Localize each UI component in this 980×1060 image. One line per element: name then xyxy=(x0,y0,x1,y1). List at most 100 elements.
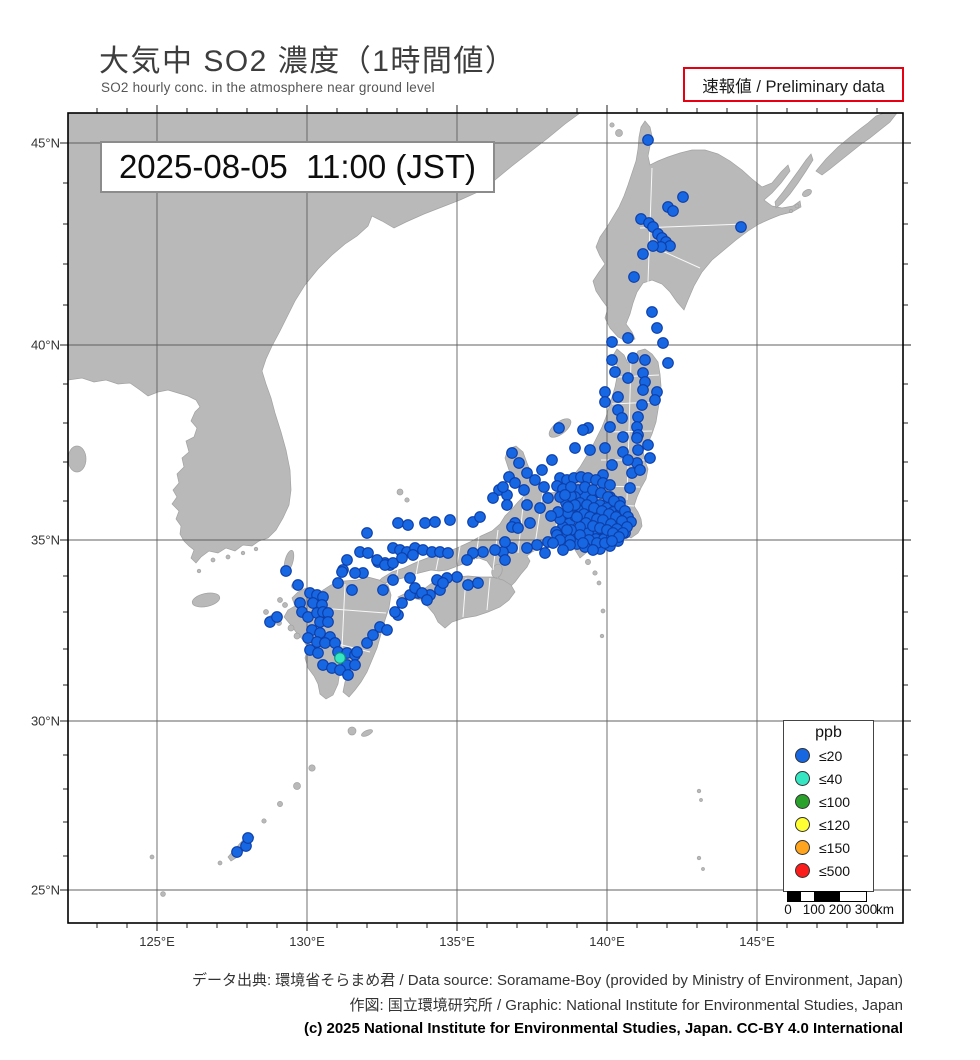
scale-bar: 0 100 200 300 km xyxy=(780,889,912,923)
station-dot xyxy=(419,517,431,529)
station-dot xyxy=(612,391,624,403)
timestamp-box: 2025-08-05 11:00 (JST) xyxy=(100,141,495,193)
station-dot xyxy=(497,481,509,493)
scale-bar-tick-label: 100 xyxy=(802,902,826,917)
island xyxy=(287,624,295,632)
station-dot xyxy=(342,669,354,681)
station-dot xyxy=(402,519,414,531)
timestamp-label: 2025-08-05 11:00 (JST) xyxy=(118,148,477,185)
tick-layer xyxy=(60,105,911,931)
station-dot xyxy=(561,524,573,536)
station-dot xyxy=(649,394,661,406)
station-dot xyxy=(634,464,646,476)
station-dot xyxy=(637,248,649,260)
station-dot xyxy=(349,567,361,579)
station-dots-layer xyxy=(231,134,747,858)
station-dot xyxy=(381,624,393,636)
station-dot xyxy=(536,464,548,476)
station-dot xyxy=(657,337,669,349)
station-dot xyxy=(387,574,399,586)
station-dot xyxy=(319,637,331,649)
station-dot xyxy=(442,547,454,559)
island xyxy=(609,122,615,128)
station-dot xyxy=(362,547,374,559)
island xyxy=(592,570,598,576)
station-dot xyxy=(487,492,499,504)
legend-row: ≤120 xyxy=(784,813,873,836)
station-dot xyxy=(451,571,463,583)
legend: ppb ≤20 ≤40 ≤100 ≤120 ≤150 ≤500 xyxy=(783,720,874,892)
prefecture-border xyxy=(486,577,491,611)
station-dot xyxy=(735,221,747,233)
station-dot xyxy=(604,479,616,491)
station-dot xyxy=(322,616,334,628)
island xyxy=(699,798,703,802)
lat-label: 40°N xyxy=(31,338,60,353)
station-dot xyxy=(557,544,569,556)
station-dot xyxy=(622,372,634,384)
station-dot xyxy=(534,502,546,514)
lat-label: 35°N xyxy=(31,533,60,548)
station-dot xyxy=(332,577,344,589)
landmass xyxy=(592,120,802,343)
island xyxy=(261,818,267,824)
page-title: 大気中 SO2 濃度（1時間値） xyxy=(99,45,517,78)
station-dot xyxy=(367,629,379,641)
station-dot xyxy=(474,511,486,523)
station-dot xyxy=(639,354,651,366)
island xyxy=(253,546,259,552)
lon-label: 140°E xyxy=(589,934,625,949)
legend-color-dot xyxy=(795,771,810,786)
station-dot xyxy=(569,442,581,454)
legend-row: ≤100 xyxy=(784,790,873,813)
island xyxy=(277,801,283,807)
legend-label: ≤500 xyxy=(819,862,851,879)
landmass xyxy=(774,153,814,209)
island xyxy=(404,497,410,503)
legend-label: ≤150 xyxy=(819,839,851,856)
station-dot xyxy=(351,646,363,658)
island xyxy=(596,580,602,586)
island xyxy=(615,129,623,137)
island xyxy=(347,726,357,736)
station-dot xyxy=(622,332,634,344)
prefecture-border xyxy=(341,583,346,649)
footer-credit-line-3: (c) 2025 National Institute for Environm… xyxy=(303,1020,903,1037)
station-dot xyxy=(387,557,399,569)
station-dot xyxy=(396,552,408,564)
page-subtitle: SO2 hourly conc. in the atmosphere near … xyxy=(101,80,435,95)
station-dot xyxy=(361,527,373,539)
lon-label: 125°E xyxy=(139,934,175,949)
station-dot xyxy=(546,454,558,466)
station-dot xyxy=(509,477,521,489)
landmass xyxy=(815,113,898,176)
scale-bar-segment xyxy=(788,892,801,901)
island xyxy=(282,602,288,608)
station-dot xyxy=(242,832,254,844)
station-dot xyxy=(651,322,663,334)
station-dot xyxy=(462,579,474,591)
station-dot xyxy=(531,539,543,551)
station-dot xyxy=(617,431,629,443)
station-dot xyxy=(521,467,533,479)
station-dot xyxy=(604,421,616,433)
station-dot xyxy=(599,386,611,398)
island xyxy=(794,203,800,209)
island xyxy=(149,854,155,860)
legend-color-dot xyxy=(795,794,810,809)
station-dot xyxy=(545,510,557,522)
station-dot xyxy=(642,134,654,146)
island xyxy=(160,891,166,897)
station-dot xyxy=(609,366,621,378)
station-dot xyxy=(524,517,536,529)
station-dot xyxy=(361,637,373,649)
island xyxy=(191,592,221,608)
map-frame xyxy=(67,112,904,924)
station-dot xyxy=(521,542,533,554)
island xyxy=(789,209,793,213)
station-dot xyxy=(312,647,324,659)
station-dot xyxy=(559,489,571,501)
station-dot xyxy=(677,191,689,203)
station-dot xyxy=(632,411,644,423)
station-dot xyxy=(631,432,643,444)
